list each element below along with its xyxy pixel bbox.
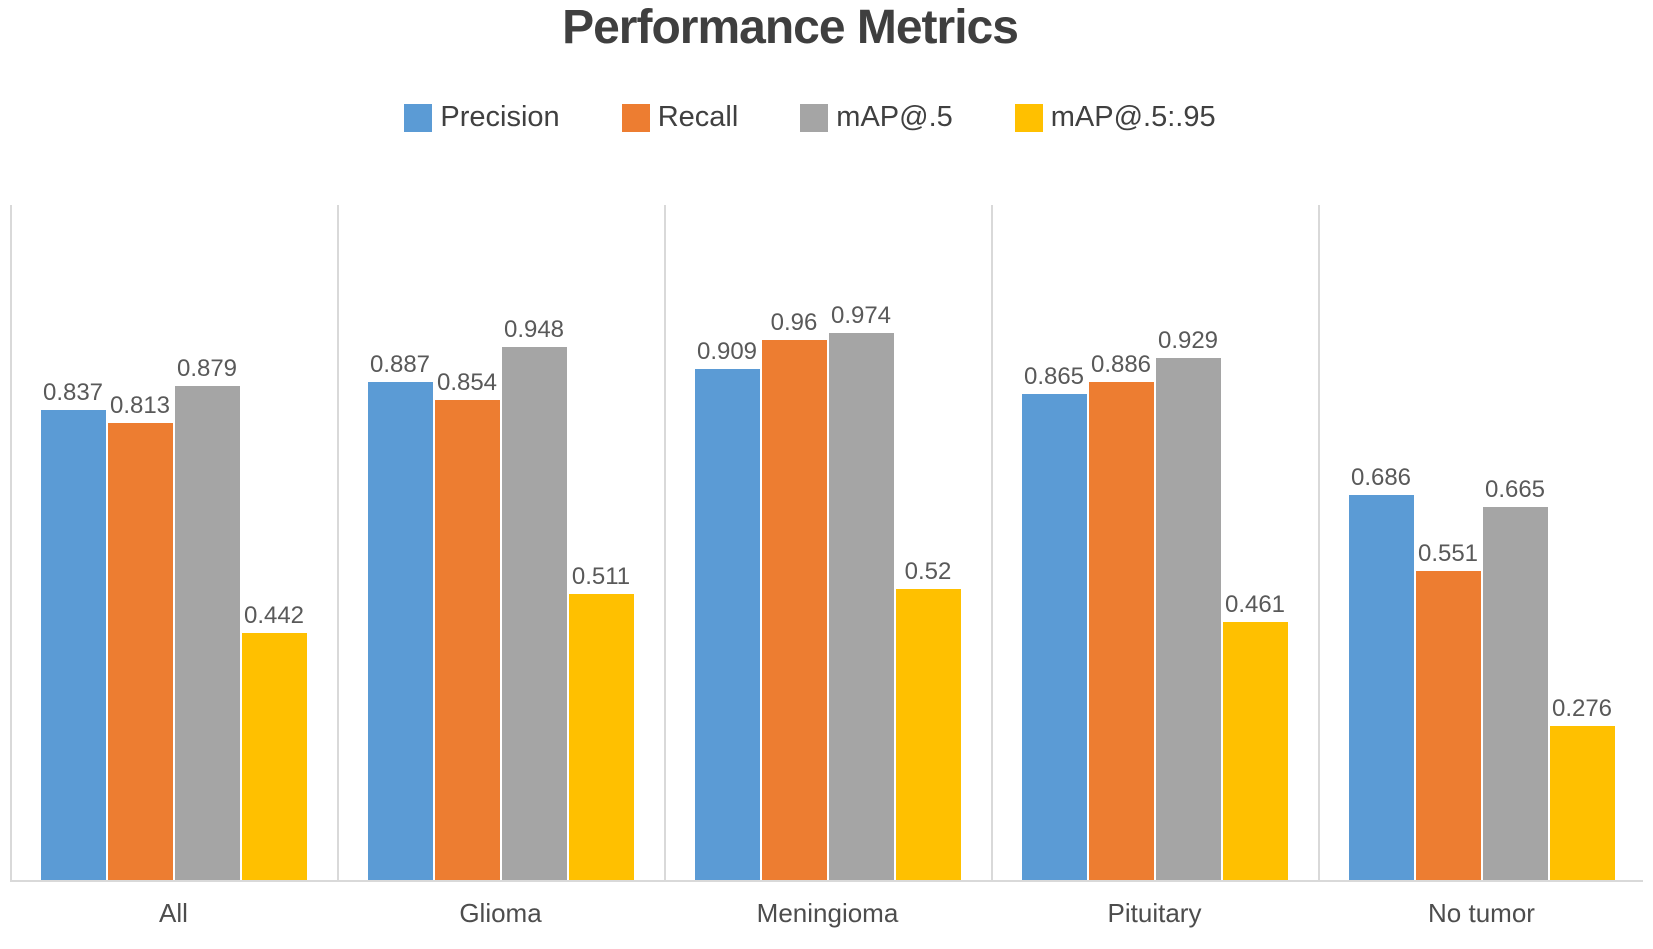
- bar-value-label: 0.511: [571, 562, 631, 590]
- bar-recall-glioma: 0.854: [434, 369, 500, 882]
- category-label-pituitary: Pituitary: [1107, 898, 1202, 928]
- bar-precision-pituitary: 0.865: [1021, 363, 1087, 882]
- bar-map-5-95-all: 0.442: [241, 602, 307, 882]
- bar-value-label: 0.837: [42, 378, 104, 406]
- category-separator-line: [10, 205, 12, 882]
- bar-value-label: 0.96: [770, 309, 818, 337]
- bar-group-pituitary: 0.865 0.886 0.929 0.461: [991, 205, 1318, 882]
- bar-value-label: 0.886: [1090, 351, 1152, 379]
- category-label-glioma: Glioma: [459, 898, 542, 928]
- legend-swatch-recall: [621, 103, 650, 132]
- legend-item-map-5-95: mAP@.5:.95: [1014, 101, 1216, 134]
- category-label-meningioma: Meningioma: [756, 898, 899, 928]
- legend-swatch-map-5: [800, 103, 829, 132]
- x-axis-line: [10, 880, 1643, 882]
- category-separator-line: [1318, 205, 1320, 882]
- bar-value-label: 0.813: [109, 392, 171, 420]
- bar-recall-pituitary: 0.886: [1088, 351, 1154, 882]
- legend-swatch-precision: [404, 103, 433, 132]
- category-separator-line: [991, 205, 993, 882]
- legend-item-recall: Recall: [621, 101, 739, 134]
- bar-precision-meningioma: 0.909: [694, 338, 760, 882]
- bar-group-no-tumor: 0.686 0.551 0.665 0.276: [1318, 205, 1645, 882]
- legend-label: Precision: [440, 101, 560, 133]
- bar-value-label: 0.551: [1417, 540, 1479, 568]
- bar-value-label: 0.948: [503, 316, 565, 344]
- category-label-no-tumor: No tumor: [1428, 898, 1535, 928]
- legend-item-precision: Precision: [404, 101, 560, 134]
- chart-legend: Precision Recall mAP@.5 mAP@.5:.95: [0, 101, 1620, 134]
- bar-map-5-95-no-tumor: 0.276: [1549, 695, 1615, 882]
- category-separator-line: [337, 205, 339, 882]
- legend-item-map-5: mAP@.5: [800, 101, 953, 134]
- bar-group-all: 0.837 0.813 0.879 0.442: [10, 205, 337, 882]
- bar-map-5-95-glioma: 0.511: [568, 563, 634, 882]
- legend-label: mAP@.5: [836, 101, 953, 133]
- category-label-all: All: [159, 898, 188, 928]
- bar-map-5-pituitary: 0.929: [1155, 327, 1221, 882]
- bar-value-label: 0.52: [904, 557, 952, 585]
- bar-value-label: 0.974: [830, 301, 892, 329]
- plot-area: 0.837 0.813 0.879 0.442 0.887 0.854 0.948 0.511…: [10, 205, 1645, 882]
- bar-value-label: 0.461: [1224, 590, 1286, 618]
- bar-recall-all: 0.813: [107, 392, 173, 882]
- bar-value-label: 0.865: [1023, 363, 1085, 390]
- bar-group-meningioma: 0.909 0.96 0.974 0.52: [664, 205, 991, 882]
- legend-swatch-map-5-95: [1014, 103, 1043, 132]
- bar-value-label: 0.276: [1551, 695, 1613, 723]
- bar-value-label: 0.887: [369, 350, 431, 378]
- bar-map-5-meningioma: 0.974: [828, 302, 894, 882]
- chart-title: Performance Metrics: [562, 1, 1019, 54]
- bar-map-5-95-meningioma: 0.52: [895, 558, 961, 882]
- bar-map-5-glioma: 0.948: [501, 316, 567, 882]
- bar-precision-no-tumor: 0.686: [1348, 464, 1414, 882]
- bar-value-label: 0.909: [696, 338, 758, 366]
- bar-map-5-all: 0.879: [174, 355, 240, 882]
- bar-value-label: 0.879: [176, 355, 238, 383]
- category-separator-line: [664, 205, 666, 882]
- bar-group-glioma: 0.887 0.854 0.948 0.511: [337, 205, 664, 882]
- bar-value-label: 0.442: [243, 601, 305, 629]
- bar-precision-all: 0.837: [40, 379, 106, 882]
- legend-label: mAP@.5:.95: [1050, 101, 1216, 133]
- bar-map-5-no-tumor: 0.665: [1482, 476, 1548, 882]
- bar-value-label: 0.929: [1157, 326, 1219, 354]
- bar-recall-no-tumor: 0.551: [1415, 540, 1481, 882]
- bar-recall-meningioma: 0.96: [761, 309, 827, 882]
- bar-precision-glioma: 0.887: [367, 351, 433, 882]
- bar-value-label: 0.665: [1484, 475, 1546, 503]
- bar-value-label: 0.854: [436, 369, 498, 397]
- bar-map-5-95-pituitary: 0.461: [1222, 591, 1288, 882]
- bar-value-label: 0.686: [1350, 464, 1412, 491]
- legend-label: Recall: [657, 101, 739, 133]
